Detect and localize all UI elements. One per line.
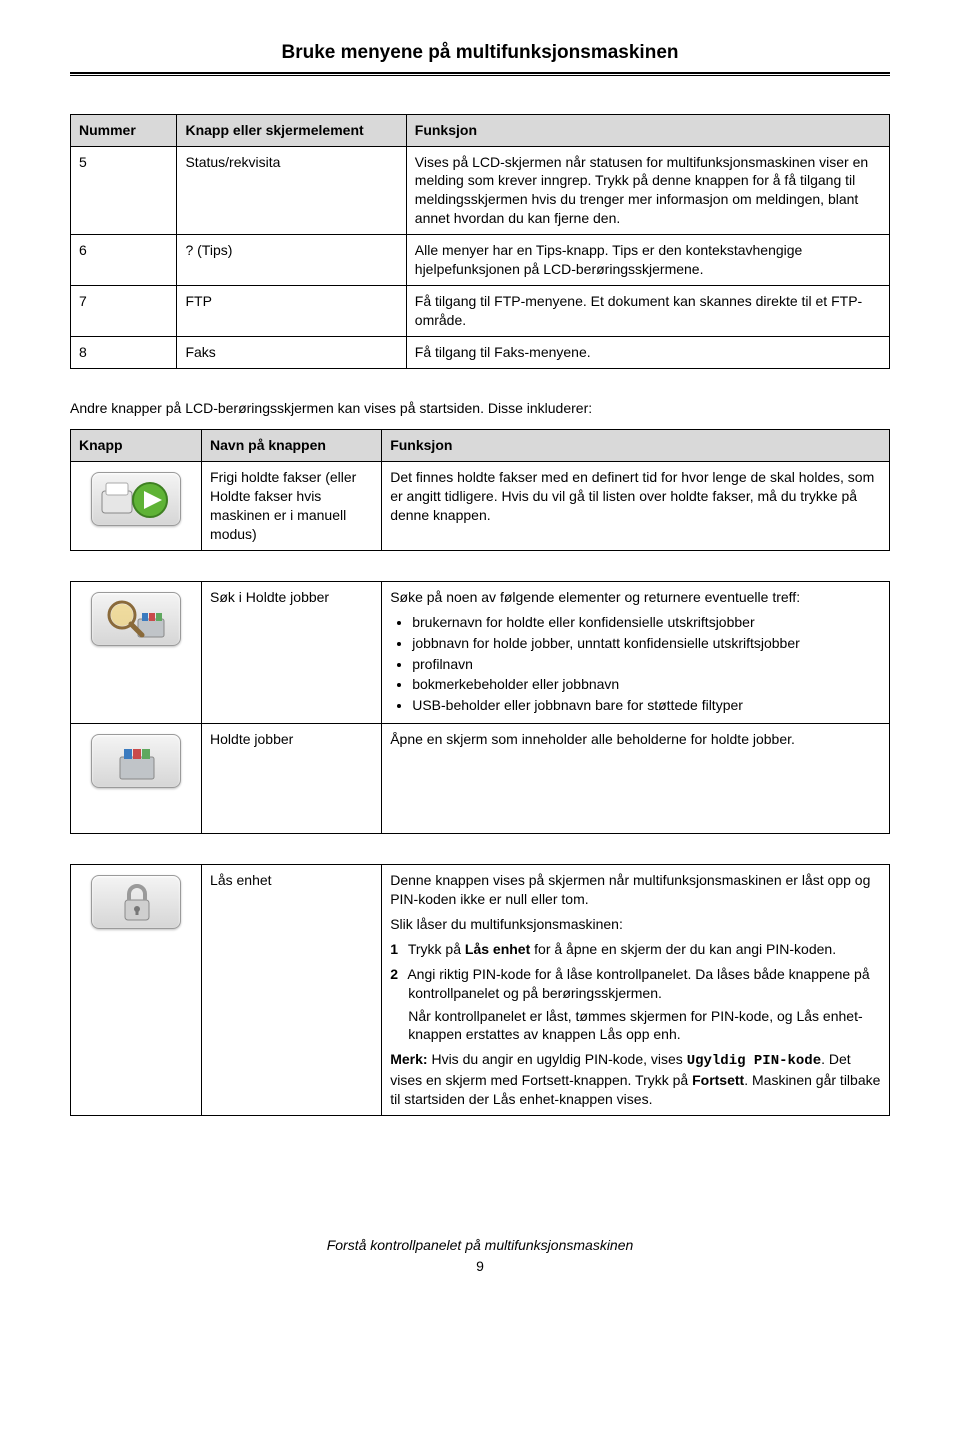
- lock-icon: [91, 875, 181, 929]
- list-item: brukernavn for holdte eller konfidensiel…: [412, 613, 881, 632]
- col-header-navn: Navn på knappen: [202, 430, 382, 462]
- icon-cell: [71, 581, 202, 723]
- func-lead: Søke på noen av følgende elementer og re…: [390, 589, 800, 605]
- col-header-funksjon: Funksjon: [406, 114, 889, 146]
- lock-p1: Denne knappen vises på skjermen når mult…: [390, 871, 881, 909]
- table-row: Knapp Navn på knappen Funksjon: [71, 430, 890, 462]
- cell-func: Denne knappen vises på skjermen når mult…: [382, 865, 890, 1116]
- lock-p2: Slik låser du multifunksjonsmaskinen:: [390, 915, 881, 934]
- table-row: 7 FTP Få tilgang til FTP-menyene. Et dok…: [71, 285, 890, 336]
- table-row: Nummer Knapp eller skjermelement Funksjo…: [71, 114, 890, 146]
- cell-name: Lås enhet: [202, 865, 382, 1116]
- cell-num: 8: [71, 336, 177, 368]
- icon-cell: [71, 865, 202, 1116]
- title-rule: [70, 72, 890, 76]
- step1-bold: Lås enhet: [465, 941, 530, 957]
- step1-post: for å åpne en skjerm der du kan angi PIN…: [530, 941, 836, 957]
- table-row: Holdte jobber Åpne en skjerm som innehol…: [71, 724, 890, 834]
- cell-name: Faks: [177, 336, 406, 368]
- col-header-funksjon: Funksjon: [382, 430, 890, 462]
- intro-text: Andre knapper på LCD-berøringsskjermen k…: [70, 399, 890, 418]
- list-item: jobbnavn for holde jobber, unntatt konfi…: [412, 634, 881, 653]
- cell-func: Alle menyer har en Tips-knapp. Tips er d…: [406, 235, 889, 286]
- note-pre: Hvis du angir en ugyldig PIN-kode, vises: [428, 1051, 687, 1067]
- cell-func: Søke på noen av følgende elementer og re…: [382, 581, 890, 723]
- footer: Forstå kontrollpanelet på multifunksjons…: [70, 1236, 890, 1276]
- cell-num: 7: [71, 285, 177, 336]
- step-num: 1: [390, 940, 404, 959]
- cell-func: Få tilgang til FTP-menyene. Et dokument …: [406, 285, 889, 336]
- col-header-knapp: Knapp: [71, 430, 202, 462]
- cell-func: Det finnes holdte fakser med en definert…: [382, 462, 890, 551]
- table-row: 6 ? (Tips) Alle menyer har en Tips-knapp…: [71, 235, 890, 286]
- cell-name: Status/rekvisita: [177, 146, 406, 235]
- step-num: 2: [390, 965, 404, 984]
- table-menu-items: Nummer Knapp eller skjermelement Funksjo…: [70, 114, 890, 369]
- table-row: 8 Faks Få tilgang til Faks-menyene.: [71, 336, 890, 368]
- list-item: bokmerkebeholder eller jobbnavn: [412, 675, 881, 694]
- box-icon: [91, 734, 181, 788]
- step2-sub: Når kontrollpanelet er låst, tømmes skje…: [408, 1007, 881, 1045]
- cell-num: 6: [71, 235, 177, 286]
- page-title: Bruke menyene på multifunksjonsmaskinen: [70, 40, 890, 66]
- step2-text: Angi riktig PIN-kode for å låse kontroll…: [407, 966, 869, 1001]
- note-bold2: Fortsett: [692, 1072, 744, 1088]
- table-row: Frigi holdte fakser (eller Holdte fakser…: [71, 462, 890, 551]
- cell-name: Søk i Holdte jobber: [202, 581, 382, 723]
- table-row: 5 Status/rekvisita Vises på LCD-skjermen…: [71, 146, 890, 235]
- cell-func: Få tilgang til Faks-menyene.: [406, 336, 889, 368]
- icon-cell: [71, 462, 202, 551]
- icon-cell: [71, 724, 202, 834]
- note-label: Merk:: [390, 1051, 427, 1067]
- col-header-knapp: Knapp eller skjermelement: [177, 114, 406, 146]
- list-item: profilnavn: [412, 655, 881, 674]
- cell-name: FTP: [177, 285, 406, 336]
- step1-pre: Trykk på: [408, 941, 465, 957]
- table-row: Søk i Holdte jobber Søke på noen av følg…: [71, 581, 890, 723]
- table-lcd-buttons-2: Søk i Holdte jobber Søke på noen av følg…: [70, 581, 890, 834]
- table-lcd-buttons: Knapp Navn på knappen Funksjon Frigi hol…: [70, 429, 890, 550]
- note-code: Ugyldig PIN-kode: [687, 1053, 821, 1069]
- release-fax-icon: [91, 472, 181, 526]
- footer-text: Forstå kontrollpanelet på multifunksjons…: [70, 1236, 890, 1255]
- cell-name: Holdte jobber: [202, 724, 382, 834]
- step-2: 2 Angi riktig PIN-kode for å låse kontro…: [390, 965, 881, 1003]
- table-lcd-buttons-3: Lås enhet Denne knappen vises på skjerme…: [70, 864, 890, 1116]
- cell-num: 5: [71, 146, 177, 235]
- search-icon: [91, 592, 181, 646]
- page-number: 9: [70, 1257, 890, 1276]
- cell-func: Åpne en skjerm som inneholder alle behol…: [382, 724, 890, 834]
- list-item: USB-beholder eller jobbnavn bare for stø…: [412, 696, 881, 715]
- bullet-list: brukernavn for holdte eller konfidensiel…: [390, 613, 881, 715]
- cell-name: Frigi holdte fakser (eller Holdte fakser…: [202, 462, 382, 551]
- note: Merk: Hvis du angir en ugyldig PIN-kode,…: [390, 1050, 881, 1109]
- cell-func: Vises på LCD-skjermen når statusen for m…: [406, 146, 889, 235]
- step-1: 1 Trykk på Lås enhet for å åpne en skjer…: [390, 940, 881, 959]
- col-header-nummer: Nummer: [71, 114, 177, 146]
- table-row: Lås enhet Denne knappen vises på skjerme…: [71, 865, 890, 1116]
- cell-name: ? (Tips): [177, 235, 406, 286]
